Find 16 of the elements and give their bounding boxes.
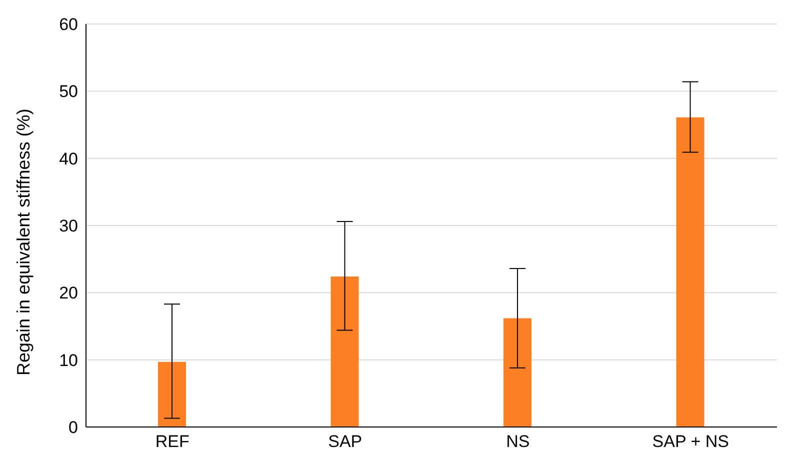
y-axis-title: Regain in equivalent stiffness (%) [13,108,34,376]
y-tick-label: 20 [59,284,78,303]
x-tick-label: SAP [328,432,362,452]
bar [158,362,186,427]
x-tick-label: SAP + NS [652,432,729,452]
y-tick-label: 40 [59,149,78,168]
x-tick-label: NS [506,432,530,452]
bar [504,318,532,427]
x-tick-label: REF [155,432,190,452]
y-tick-label: 0 [68,418,78,438]
bar [676,117,704,427]
y-tick-label: 30 [59,216,78,236]
y-tick-label: 50 [59,82,78,102]
y-tick-label: 10 [59,350,78,370]
y-tick-label: 60 [59,15,78,34]
bar [330,276,359,427]
